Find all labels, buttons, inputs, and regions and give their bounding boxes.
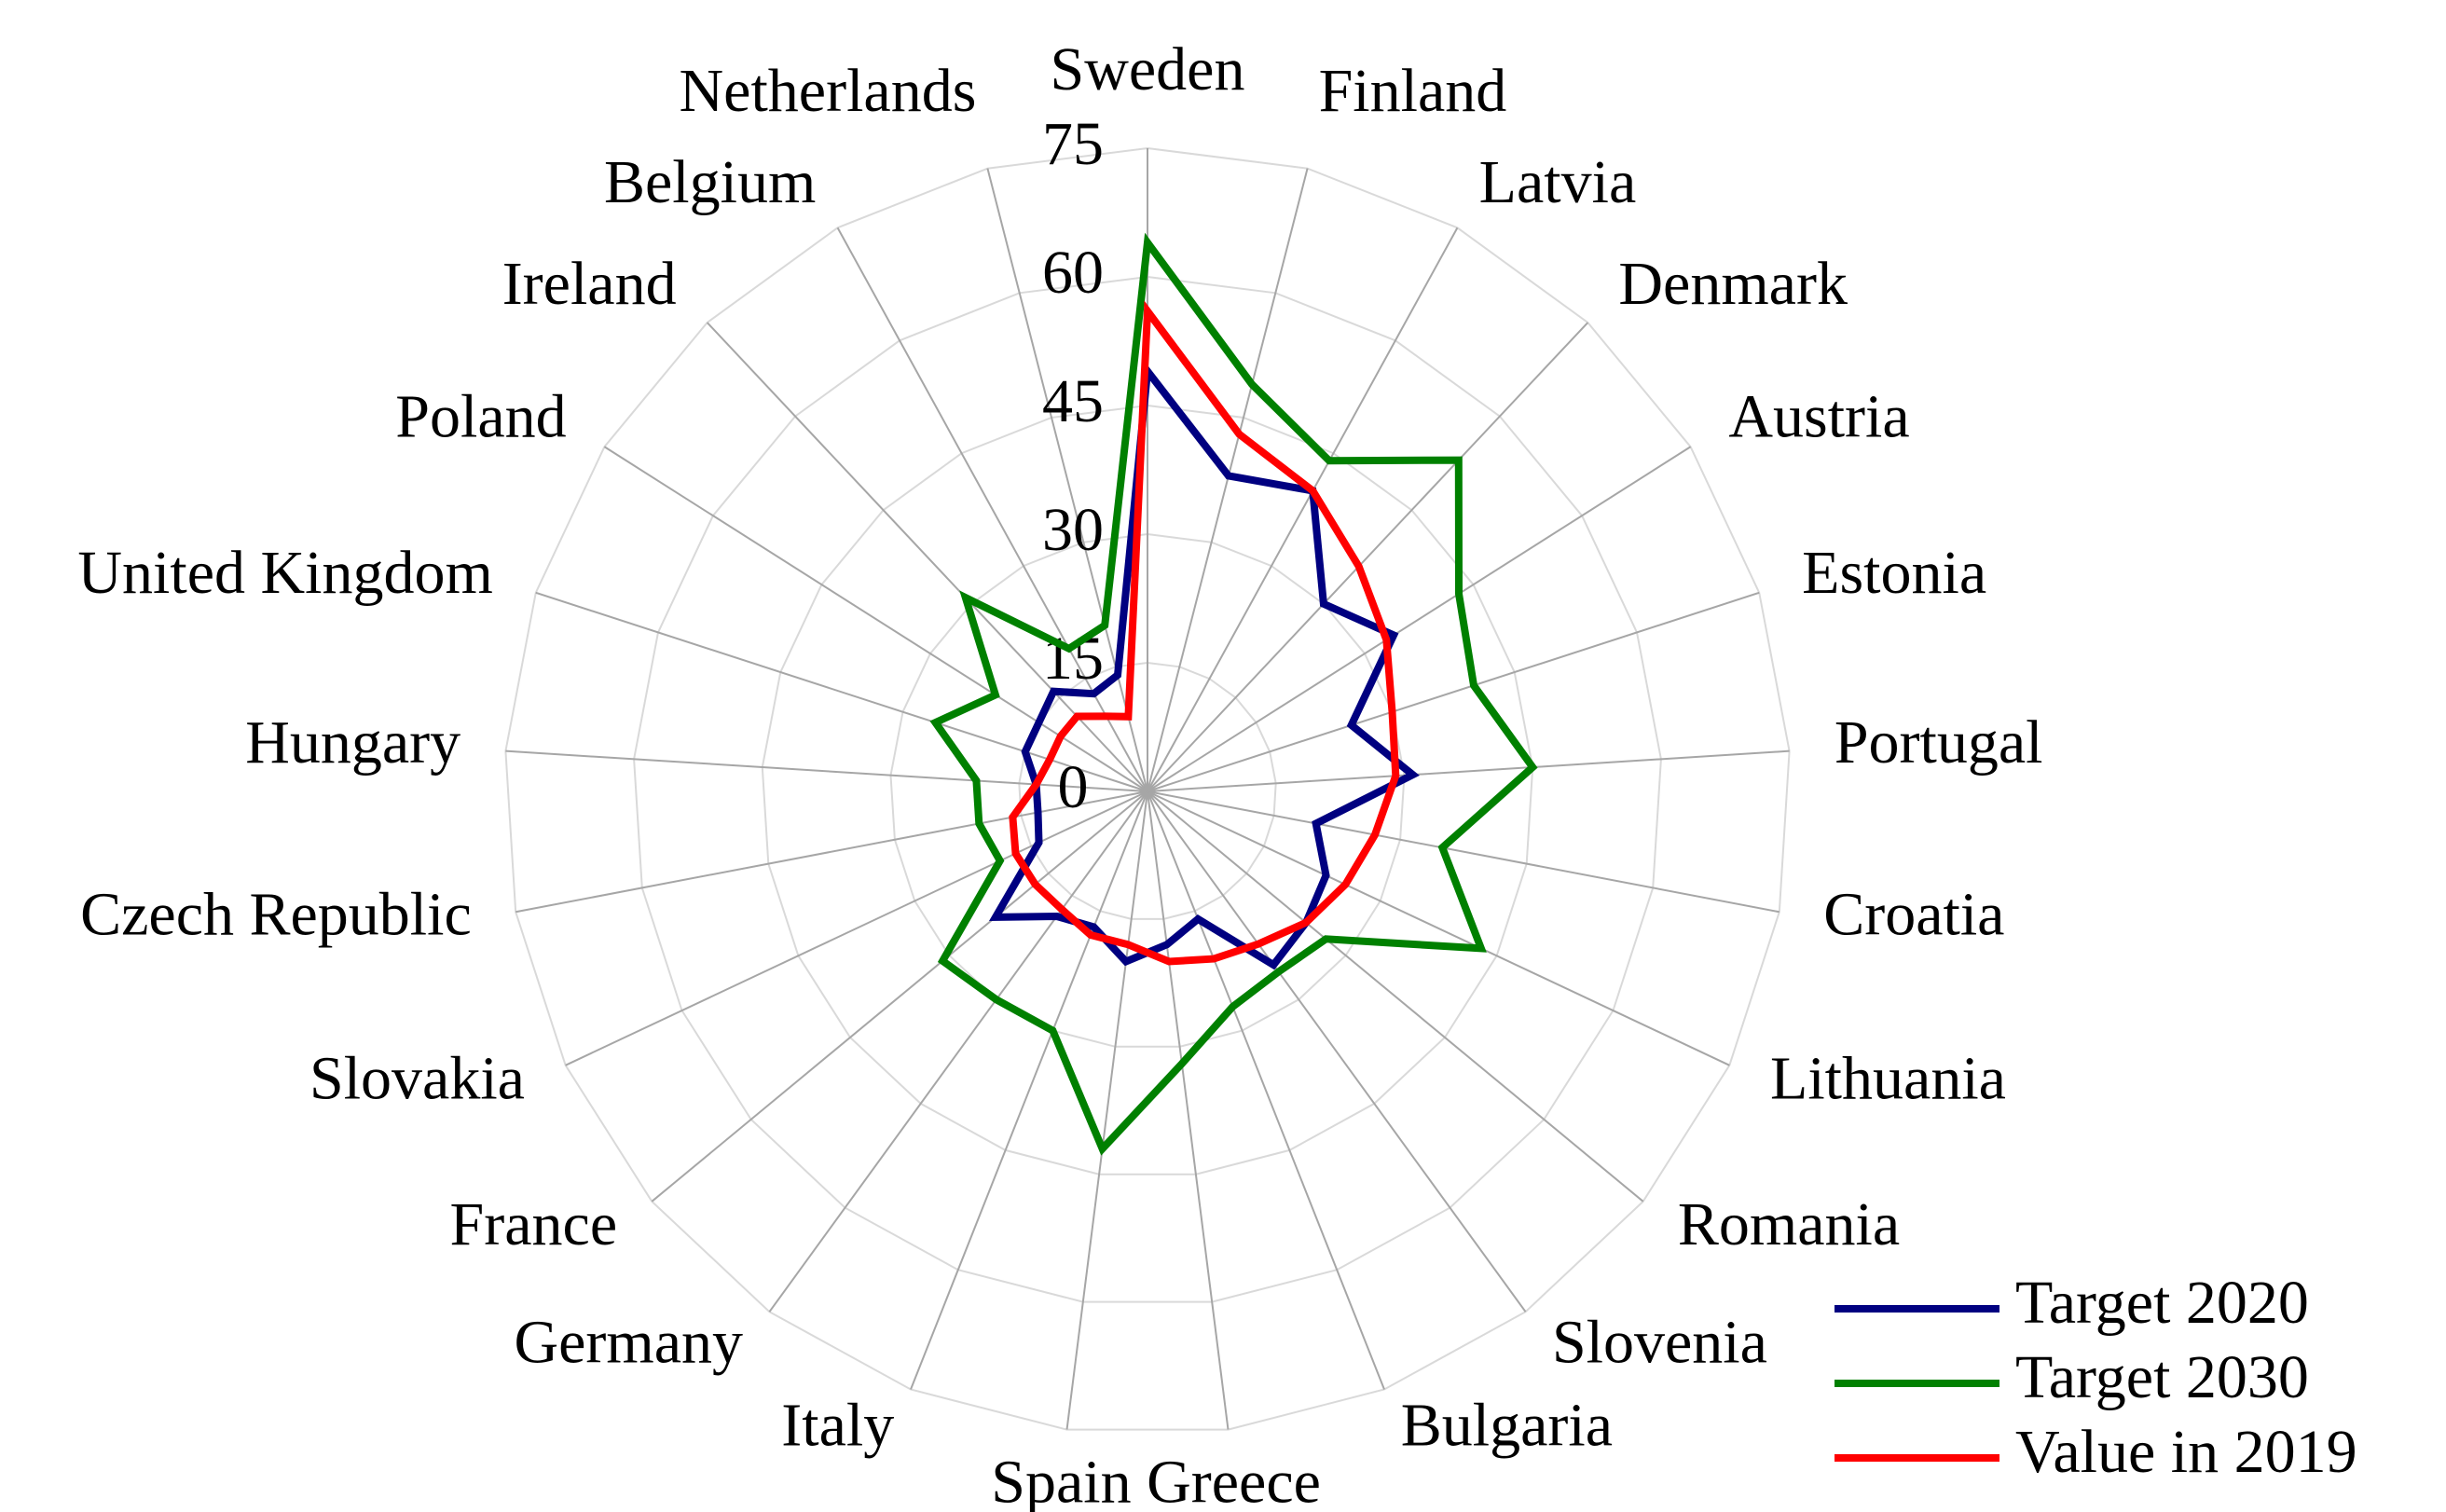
category-label: Austria <box>1728 383 1909 451</box>
category-label: Hungary <box>245 708 460 777</box>
spoke <box>515 790 1148 914</box>
spoke <box>1147 322 1589 792</box>
spoke <box>1147 749 1790 792</box>
grid-ring <box>633 275 1662 1303</box>
category-label: Croatia <box>1823 880 2004 948</box>
category-label: Finland <box>1319 57 1507 125</box>
category-label: Portugal <box>1834 708 2043 777</box>
category-label: France <box>450 1190 618 1258</box>
spoke <box>565 790 1148 1066</box>
spoke <box>651 790 1148 1203</box>
category-label: Estonia <box>1802 539 1986 607</box>
r-tick-label: 45 <box>1042 367 1104 435</box>
grid-ring <box>889 532 1406 1048</box>
spoke <box>505 749 1148 792</box>
category-label: Poland <box>395 383 566 451</box>
spoke <box>1147 790 1527 1313</box>
category-label: Italy <box>781 1392 894 1460</box>
spoke <box>1147 227 1459 792</box>
r-tick-label: 0 <box>1058 753 1089 821</box>
category-label: Germany <box>514 1308 743 1376</box>
spoke <box>603 446 1148 792</box>
category-label: Greece <box>1147 1449 1321 1512</box>
category-label: Ireland <box>502 250 677 318</box>
grid-ring <box>504 146 1791 1431</box>
spoke <box>986 168 1148 792</box>
category-label: Slovakia <box>309 1044 525 1112</box>
series-line <box>929 232 1538 1156</box>
spoke <box>1147 168 1309 792</box>
category-label: Latvia <box>1479 148 1637 216</box>
legend-label: Target 2020 <box>2015 1269 2309 1337</box>
category-label: Spain <box>991 1449 1131 1512</box>
spoke <box>910 790 1148 1390</box>
grid-ring <box>761 404 1534 1175</box>
spoke <box>1147 790 1780 914</box>
category-label: Czech Republic <box>80 880 472 948</box>
category-label: Romania <box>1678 1190 1900 1258</box>
spoke <box>836 227 1148 792</box>
spoke <box>1147 790 1230 1430</box>
spoke <box>1147 591 1760 792</box>
r-tick-label: 60 <box>1042 239 1104 307</box>
category-label: Lithuania <box>1770 1044 2006 1112</box>
legend-label: Value in 2019 <box>2015 1418 2357 1486</box>
spoke <box>706 322 1148 792</box>
r-tick-label: 30 <box>1042 496 1104 564</box>
legend-label: Target 2030 <box>2015 1343 2309 1411</box>
spoke <box>1147 446 1692 792</box>
category-label: Sweden <box>1051 35 1245 103</box>
series-line <box>1009 300 1400 966</box>
spoke <box>1147 790 1385 1390</box>
category-label: United Kingdom <box>77 539 492 607</box>
spoke <box>535 591 1148 792</box>
category-label: Denmark <box>1618 250 1848 318</box>
spoke <box>1147 790 1644 1203</box>
spoke <box>768 790 1148 1313</box>
category-label: Slovenia <box>1552 1308 1767 1376</box>
spoke <box>1147 790 1730 1066</box>
spoke <box>1065 790 1148 1430</box>
category-label: Bulgaria <box>1401 1392 1613 1460</box>
r-tick-label: 75 <box>1042 110 1104 178</box>
category-label: Netherlands <box>680 57 977 125</box>
category-label: Belgium <box>604 148 816 216</box>
